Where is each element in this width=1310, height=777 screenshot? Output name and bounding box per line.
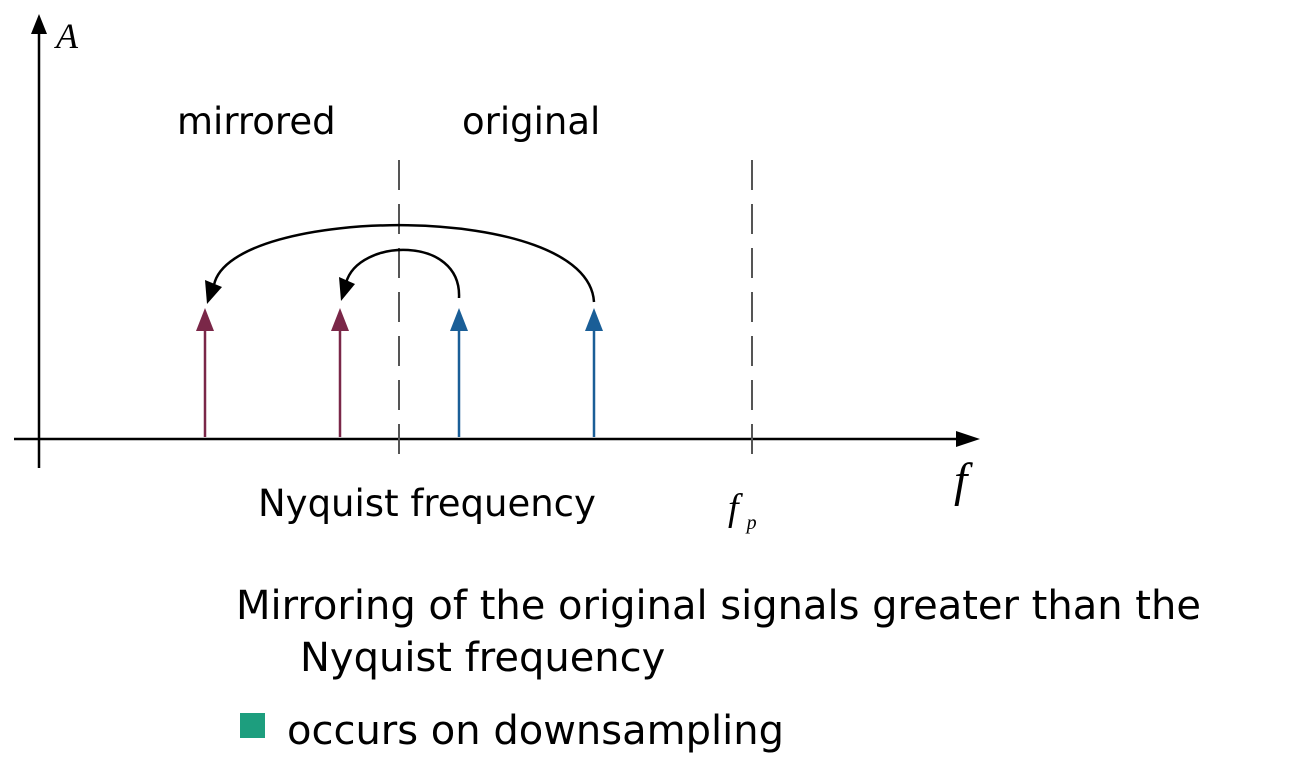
bullet-text: occurs on downsampling bbox=[287, 708, 784, 754]
bullet-item: occurs on downsampling bbox=[240, 705, 784, 757]
bullet-square-icon bbox=[240, 712, 265, 738]
inner-mirror-arc bbox=[344, 248, 461, 299]
y-axis-arrowhead bbox=[31, 14, 47, 34]
nyquist-frequency-label: Nyquist frequency bbox=[258, 482, 596, 525]
mirrored-label: mirrored bbox=[177, 100, 336, 143]
x-axis-arrowhead bbox=[956, 431, 980, 447]
original-arrowhead-1 bbox=[450, 308, 468, 331]
aliasing-diagram: A f mirrored original Nyquist frequency … bbox=[14, 14, 980, 534]
sampling-frequency-subscript: p bbox=[745, 512, 757, 534]
mirrored-arrowhead-2 bbox=[331, 308, 349, 331]
inner-arc-arrowhead bbox=[339, 277, 355, 301]
caption-line-1: Mirroring of the original signals greate… bbox=[236, 583, 1201, 629]
caption-line-2: Nyquist frequency bbox=[300, 635, 666, 681]
sampling-frequency-symbol: f bbox=[728, 487, 743, 529]
original-label: original bbox=[462, 100, 600, 143]
y-axis-label: A bbox=[54, 16, 79, 56]
outer-mirror-arc bbox=[212, 224, 596, 303]
outer-arc-arrowhead bbox=[205, 280, 222, 304]
original-arrowhead-2 bbox=[585, 308, 603, 331]
mirrored-arrowhead-1 bbox=[196, 308, 214, 331]
x-axis-label: f bbox=[954, 454, 973, 507]
